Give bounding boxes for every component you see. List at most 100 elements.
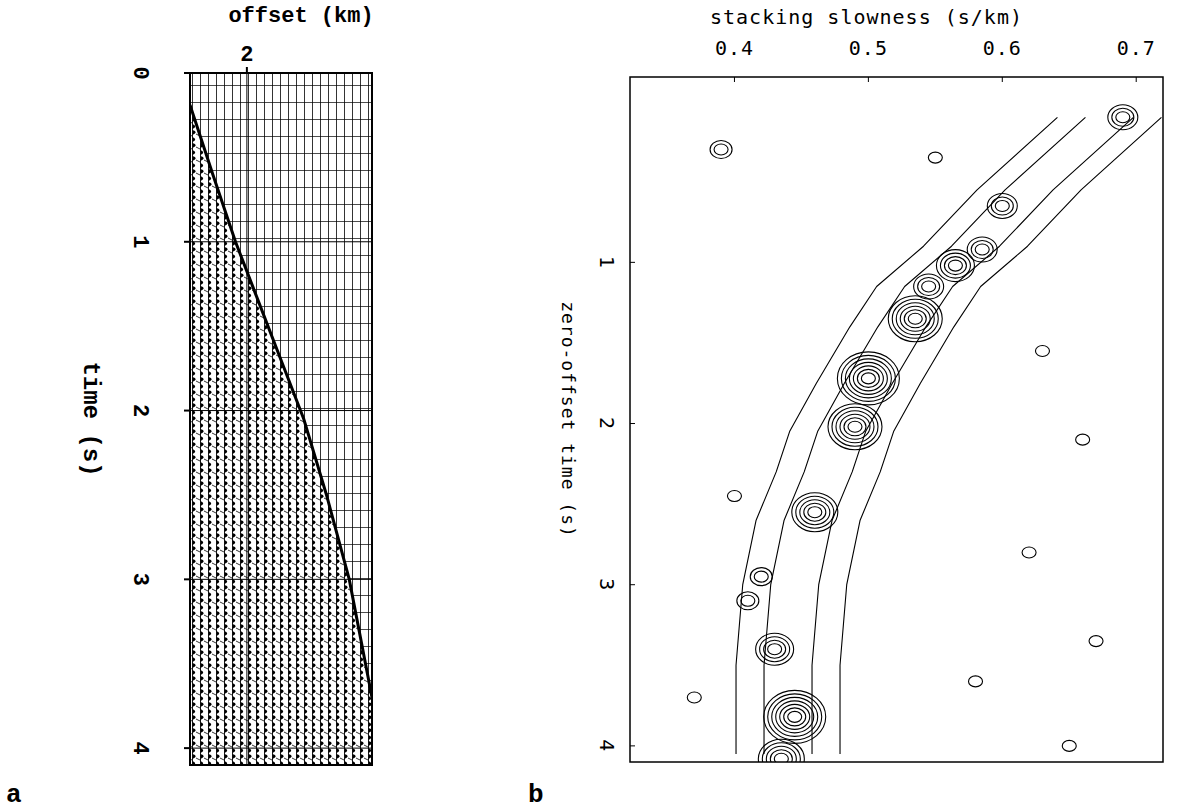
tick	[184, 72, 190, 74]
contour-ring	[764, 640, 786, 658]
contour-ring	[768, 694, 822, 740]
contour-ring	[776, 701, 814, 733]
contour-ring	[857, 369, 879, 387]
tick	[184, 410, 190, 412]
tick-label: 4	[127, 742, 152, 755]
peak	[837, 352, 899, 405]
tick	[1136, 77, 1137, 82]
peak	[1089, 636, 1103, 647]
contour-ring	[840, 414, 870, 439]
peak	[1035, 346, 1049, 357]
plot-b	[687, 105, 1161, 762]
panel-label: a	[6, 780, 22, 810]
tick-label: 3	[595, 578, 619, 591]
contour-ring	[772, 697, 818, 736]
contour-ring	[727, 491, 741, 502]
contour-ring	[796, 496, 834, 528]
tick-label: 1	[595, 256, 619, 269]
contour-ring	[892, 299, 938, 338]
contour-ring	[762, 743, 800, 762]
axis-title: time (s)	[77, 361, 104, 476]
axis-title: stacking slowness (s/km)	[710, 5, 1023, 29]
contour-ring	[750, 568, 772, 586]
data-region-bg	[190, 105, 372, 765]
peak	[936, 250, 974, 282]
contour-ring	[975, 244, 989, 255]
contour-ring	[904, 310, 926, 328]
tick	[630, 745, 635, 746]
peak	[969, 676, 983, 687]
contour-ring	[832, 407, 878, 446]
axis-title: zero-offset time (s)	[558, 301, 579, 538]
peak	[764, 690, 826, 743]
contour-ring	[841, 355, 895, 401]
contour-ring	[770, 750, 792, 762]
contour-ring	[995, 200, 1009, 211]
contour-ring	[918, 278, 940, 296]
peak	[914, 274, 944, 299]
contour-ring	[710, 141, 732, 159]
contour-envelope	[840, 117, 1161, 754]
contour-ring	[800, 500, 830, 525]
contour-ring	[768, 644, 782, 655]
contour-ring	[900, 306, 930, 331]
contour-ring	[1089, 636, 1103, 647]
contour-ring	[788, 711, 802, 722]
grid-line	[246, 73, 247, 765]
grid-line	[190, 748, 372, 749]
tick	[630, 584, 635, 585]
contour-ring	[836, 411, 874, 443]
grid-line	[190, 241, 372, 242]
contour-ring	[1035, 346, 1049, 357]
panel-label: b	[528, 780, 544, 810]
tick	[734, 77, 735, 82]
contour-ring	[896, 303, 934, 335]
peak	[710, 141, 732, 159]
plot-a	[190, 73, 372, 765]
contour-ring	[936, 250, 974, 282]
peak	[928, 152, 942, 163]
contour-ring	[914, 274, 944, 299]
tick-label: 0	[127, 66, 152, 79]
tick	[868, 77, 869, 82]
contour-ring	[922, 281, 936, 292]
peak	[792, 493, 838, 532]
grid-line	[190, 410, 372, 411]
peak	[758, 739, 804, 762]
trace-grid	[190, 73, 372, 765]
contour-ring	[908, 313, 922, 324]
contour-ring	[756, 633, 794, 665]
contour-ring	[987, 193, 1017, 218]
tick	[184, 578, 190, 580]
contour-ring	[764, 690, 826, 743]
tick	[184, 747, 190, 749]
contour-ring	[780, 704, 810, 729]
contour-ring	[760, 637, 790, 662]
tick	[630, 262, 635, 263]
contour-ring	[758, 739, 804, 762]
contour-ring	[754, 571, 768, 582]
tick-label: 0.6	[983, 36, 1022, 60]
tick-label: 2	[595, 417, 619, 430]
contour-ring	[928, 152, 942, 163]
contour-ring	[766, 746, 796, 762]
tick-label: 2	[127, 404, 152, 417]
contour-ring	[848, 421, 862, 432]
data-region	[190, 105, 372, 765]
peak	[687, 692, 701, 703]
contour-ring	[828, 404, 882, 450]
tick-label: 0.4	[715, 36, 754, 60]
contour-ring	[792, 493, 838, 532]
contour-ring	[774, 753, 788, 762]
peak	[737, 592, 759, 610]
contour-ring	[1116, 112, 1130, 123]
contour-ring	[845, 359, 891, 398]
tick	[630, 423, 635, 424]
contour-ring	[837, 352, 899, 405]
contour-ring	[737, 592, 759, 610]
contour-ring	[714, 144, 728, 155]
contour-ring	[948, 260, 962, 271]
axis-title: offset (km)	[228, 4, 373, 29]
grid-line	[190, 579, 372, 580]
contour-ring	[804, 503, 826, 521]
